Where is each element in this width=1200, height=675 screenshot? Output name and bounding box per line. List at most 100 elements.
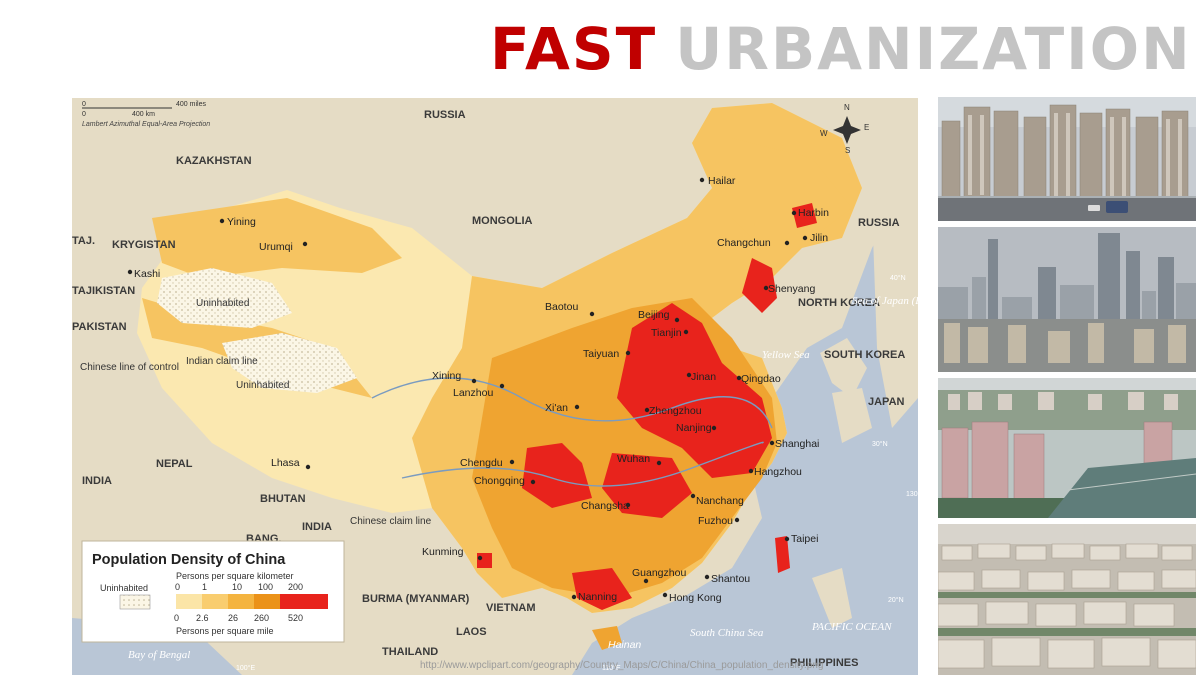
city-hailar: Hailar bbox=[708, 175, 736, 187]
label-india-west: INDIA bbox=[82, 475, 112, 487]
source-caption: http://www.wpclipart.com/geography/Count… bbox=[420, 660, 824, 671]
city-hong-kong: Hong Kong bbox=[669, 592, 722, 604]
scale-400-miles: 400 miles bbox=[176, 101, 206, 108]
label-indian-claim-line: Indian claim line bbox=[186, 356, 258, 367]
city-changchun: Changchun bbox=[717, 237, 771, 249]
label-yellow-sea: Yellow Sea bbox=[762, 349, 810, 361]
compass-w: W bbox=[820, 129, 828, 138]
legend-uninhabited-swatch bbox=[119, 594, 151, 610]
city-shenyang: Shenyang bbox=[768, 283, 815, 295]
label-kyrgyzstan: KRYGISTAN bbox=[112, 239, 176, 251]
title-word-urbanization: URBANIZATION bbox=[675, 15, 1192, 83]
legend-km-header: Persons per square kilometer bbox=[176, 571, 294, 581]
label-mongolia: MONGOLIA bbox=[472, 215, 533, 227]
legend-swatch-1 bbox=[176, 594, 202, 609]
label-sea-of-japan: Sea of Japan (East Sea) bbox=[852, 295, 918, 307]
compass-n: N bbox=[844, 103, 850, 112]
legend-title: Population Density of China bbox=[92, 552, 286, 568]
legend-km-100: 100 bbox=[258, 582, 273, 592]
compass-s: S bbox=[845, 146, 850, 155]
label-pakistan: PAKISTAN bbox=[72, 321, 127, 333]
label-india-east: INDIA bbox=[302, 521, 332, 533]
legend-mi-520: 520 bbox=[288, 613, 303, 623]
city-taiyuan: Taiyuan bbox=[583, 348, 619, 360]
city-baotou: Baotou bbox=[545, 301, 578, 313]
city-chongqing: Chongqing bbox=[474, 475, 525, 487]
title-word-fast: FAST bbox=[490, 15, 658, 83]
grat-100e: 100°E bbox=[236, 664, 255, 672]
slide-title: FAST URBANIZATION bbox=[490, 14, 1190, 84]
photo-highrise-towers bbox=[938, 97, 1196, 221]
city-nanjing: Nanjing bbox=[676, 422, 712, 434]
legend-mi-2-6: 2.6 bbox=[196, 613, 209, 623]
legend-mi-26: 26 bbox=[228, 613, 238, 623]
legend-mi-260: 260 bbox=[254, 613, 269, 623]
city-kashi: Kashi bbox=[134, 268, 160, 280]
legend-swatch-4 bbox=[254, 594, 280, 609]
grat-20n: 20°N bbox=[888, 596, 904, 604]
label-bay-of-bengal: Bay of Bengal bbox=[128, 649, 190, 661]
city-jilin: Jilin bbox=[810, 232, 828, 244]
legend-swatch-5 bbox=[280, 594, 328, 609]
city-shanghai: Shanghai bbox=[775, 438, 819, 450]
legend-km-10: 10 bbox=[232, 582, 242, 592]
label-south-china-sea: South China Sea bbox=[690, 627, 764, 639]
photo-riverside-apartments bbox=[938, 378, 1196, 518]
label-pacific-ocean: PACIFIC OCEAN bbox=[811, 621, 892, 633]
legend-swatch-3 bbox=[228, 594, 254, 609]
city-hangzhou: Hangzhou bbox=[754, 466, 802, 478]
grat-110e: 110°E bbox=[602, 664, 621, 672]
city-kunming: Kunming bbox=[422, 546, 464, 558]
city-tianjin: Tianjin bbox=[651, 327, 682, 339]
label-uninhabited-south: Uninhabited bbox=[236, 380, 289, 391]
label-hainan: Hainan bbox=[608, 639, 641, 651]
label-thailand: THAILAND bbox=[382, 646, 438, 658]
city-beijing: Beijing bbox=[638, 309, 670, 321]
label-russia-north: RUSSIA bbox=[424, 109, 466, 121]
city-lhasa: Lhasa bbox=[271, 457, 300, 469]
legend-uninhabited-label: Uninhabited bbox=[100, 583, 148, 593]
legend-km-0: 0 bbox=[175, 582, 180, 592]
label-north-korea: NORTH KOREA bbox=[798, 297, 880, 309]
china-population-density-map: 0 400 miles 0 400 km Lambert Azimuthal E… bbox=[72, 98, 918, 675]
city-lanzhou: Lanzhou bbox=[453, 387, 493, 399]
legend-swatch-2 bbox=[202, 594, 228, 609]
grat-130e: 130°E bbox=[906, 490, 918, 498]
city-nanchang: Nanchang bbox=[696, 495, 744, 507]
label-kazakhstan: KAZAKHSTAN bbox=[176, 155, 252, 167]
legend-km-200: 200 bbox=[288, 582, 303, 592]
compass-e: E bbox=[864, 123, 869, 132]
grat-40n: 40°N bbox=[890, 274, 906, 282]
city-urumqi: Urumqi bbox=[259, 241, 293, 253]
scale-0-km: 0 bbox=[82, 111, 86, 118]
legend-km-1: 1 bbox=[202, 582, 207, 592]
label-chinese-line-of-control: Chinese line of control bbox=[80, 362, 179, 373]
city-yining: Yining bbox=[227, 216, 256, 228]
scale-400-km: 400 km bbox=[132, 111, 155, 118]
city-shantou: Shantou bbox=[711, 573, 750, 585]
label-tajikistan: TAJIKISTAN bbox=[72, 285, 135, 297]
label-chinese-claim-line: Chinese claim line bbox=[350, 516, 432, 527]
grat-30n: 30°N bbox=[872, 440, 888, 448]
label-japan: JAPAN bbox=[868, 396, 905, 408]
legend-mi-0: 0 bbox=[174, 613, 179, 623]
city-xining: Xining bbox=[432, 370, 461, 382]
label-nepal: NEPAL bbox=[156, 458, 193, 470]
compass-rose-icon: N E S W bbox=[820, 103, 869, 155]
label-laos: LAOS bbox=[456, 626, 487, 638]
label-russia-east: RUSSIA bbox=[858, 217, 900, 229]
photo-residential-sprawl bbox=[938, 524, 1196, 675]
label-burma: BURMA (MYANMAR) bbox=[362, 593, 470, 605]
city-nanning: Nanning bbox=[578, 591, 617, 603]
city-zhengzhou: Zhengzhou bbox=[649, 405, 702, 417]
city-fuzhou: Fuzhou bbox=[698, 515, 733, 527]
legend-mile-header: Persons per square mile bbox=[176, 626, 274, 636]
city-taipei: Taipei bbox=[791, 533, 818, 545]
label-philippines: PHILIPPINES bbox=[790, 657, 858, 669]
projection-label: Lambert Azimuthal Equal-Area Projection bbox=[82, 121, 210, 128]
map-legend: Population Density of China Persons per … bbox=[81, 540, 345, 643]
city-guangzhou: Guangzhou bbox=[632, 567, 686, 579]
city-qingdao: Qingdao bbox=[741, 373, 781, 385]
label-vietnam: VIETNAM bbox=[486, 602, 536, 614]
scale-0-miles: 0 bbox=[82, 101, 86, 108]
